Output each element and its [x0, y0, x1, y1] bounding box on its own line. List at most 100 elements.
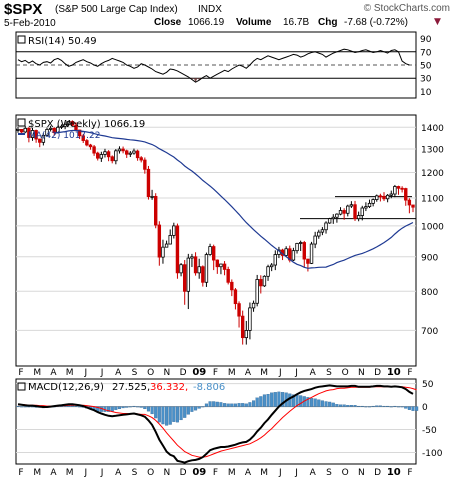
candle-body — [259, 279, 263, 287]
candle-body — [389, 193, 393, 196]
macd-histogram-bar — [338, 404, 343, 407]
candle-body — [222, 263, 227, 270]
candle-body — [266, 266, 270, 277]
macd-histogram-bar — [364, 406, 368, 408]
x-axis-label: O — [147, 368, 154, 378]
candle-body — [41, 134, 46, 143]
macd-histogram-bar — [168, 406, 172, 425]
ma-42-line — [54, 129, 414, 269]
candle-body — [168, 235, 172, 245]
candle-body — [121, 148, 125, 152]
candle-body — [110, 156, 114, 162]
macd-legend-swatch — [17, 382, 26, 391]
x-axis-label: N — [164, 368, 171, 378]
candle-body — [106, 151, 111, 158]
candle-body — [19, 128, 24, 133]
rsi-legend-swatch — [17, 35, 26, 44]
candle-body — [360, 207, 364, 216]
close-value: 1066.19 — [188, 17, 225, 28]
price-gridlines — [16, 126, 416, 331]
x-axis-label: S — [132, 368, 138, 378]
candle-body — [23, 127, 27, 133]
macd-histogram-bar — [262, 394, 266, 407]
candle-body — [226, 269, 230, 283]
macd-legend-name: MACD(12,26,9) — [28, 382, 104, 393]
macd-histogram-bar — [273, 392, 277, 407]
candle-body — [201, 266, 205, 283]
candle-body — [331, 216, 335, 220]
candle-body — [364, 206, 368, 209]
macd-histogram-bar — [299, 395, 303, 407]
x-axis-label: S — [326, 368, 332, 378]
price-legend: $SPX (Weekly) 1066.19 — [28, 119, 145, 130]
candle-body — [204, 254, 209, 283]
macd-legend-hist: -8.806 — [193, 382, 225, 393]
macd-histogram-bar — [16, 405, 20, 407]
macd-histogram-bar — [237, 403, 241, 407]
macd-histogram-bar — [183, 406, 187, 418]
candle-body — [211, 246, 216, 261]
candle-body — [400, 187, 404, 190]
x-axis-label: F — [18, 368, 23, 378]
x-axis-label: A — [310, 468, 317, 478]
macd-histogram-bar — [186, 406, 190, 415]
candle-body — [81, 135, 85, 141]
macd-histogram-bar — [320, 400, 324, 407]
candle-body — [99, 154, 104, 159]
macd-histogram-bar — [172, 406, 176, 422]
macd-histogram-bar — [226, 403, 230, 407]
candle-body — [103, 151, 107, 155]
macd-histogram-bar — [415, 406, 419, 411]
macd-histogram-bar — [212, 401, 216, 407]
macd-histogram — [16, 391, 419, 426]
rsi-tick-label: 50 — [420, 62, 432, 72]
x-axis-label: N — [164, 468, 171, 478]
candle-body — [164, 243, 169, 248]
x-axis-label: M — [33, 468, 41, 478]
macd-histogram-bar — [349, 405, 353, 407]
macd-histogram-bar — [371, 405, 375, 407]
candle-body — [30, 130, 35, 138]
candle-body — [150, 195, 154, 198]
candle-body — [411, 204, 415, 208]
macd-histogram-bar — [146, 406, 151, 412]
candle-body — [335, 213, 339, 218]
price-candles — [16, 120, 415, 345]
price-tick-label: 1200 — [421, 169, 444, 179]
macd-tick-label: -100 — [422, 449, 443, 459]
macd-y-axis: 50 0 -50 -100 — [422, 380, 443, 459]
candle-body — [327, 218, 332, 224]
macd-histogram-bar — [317, 399, 321, 407]
x-axis-label: D — [374, 468, 381, 478]
price-tick-label: 1100 — [421, 194, 444, 204]
macd-histogram-bar — [201, 406, 205, 408]
macd-histogram-bar — [259, 396, 263, 407]
macd-histogram-bar — [197, 406, 201, 409]
x-axis-label: O — [342, 368, 349, 378]
candle-body — [317, 231, 321, 237]
x-axis-label: N — [358, 368, 365, 378]
macd-histogram-bar — [117, 406, 122, 410]
price-y-axis: 1400 1300 1200 1100 1000 900 800 700 — [421, 124, 444, 337]
candle-body — [324, 222, 328, 231]
macd-histogram-bar — [107, 406, 111, 412]
macd-signal-line — [18, 386, 417, 458]
x-axis-label: N — [358, 468, 365, 478]
candle-body — [117, 148, 122, 152]
x-axis-label: D — [180, 468, 187, 478]
x-axis-label: F — [213, 368, 218, 378]
brand-watermark: © StockCharts.com — [363, 3, 450, 14]
macd-histogram-bar — [78, 406, 82, 408]
x-axis-label: A — [310, 368, 317, 378]
macd-histogram-bar — [382, 405, 386, 407]
macd-histogram-bar — [306, 397, 310, 407]
candle-body — [208, 246, 212, 255]
candle-body — [302, 242, 306, 260]
candle-body — [186, 257, 191, 292]
macd-histogram-bar — [241, 403, 245, 407]
macd-histogram-bar — [280, 392, 285, 407]
rsi-tick-label: 70 — [420, 48, 432, 58]
candle-body — [96, 152, 100, 159]
x-axis-label: M — [228, 368, 236, 378]
x-axis-label: D — [180, 368, 187, 378]
